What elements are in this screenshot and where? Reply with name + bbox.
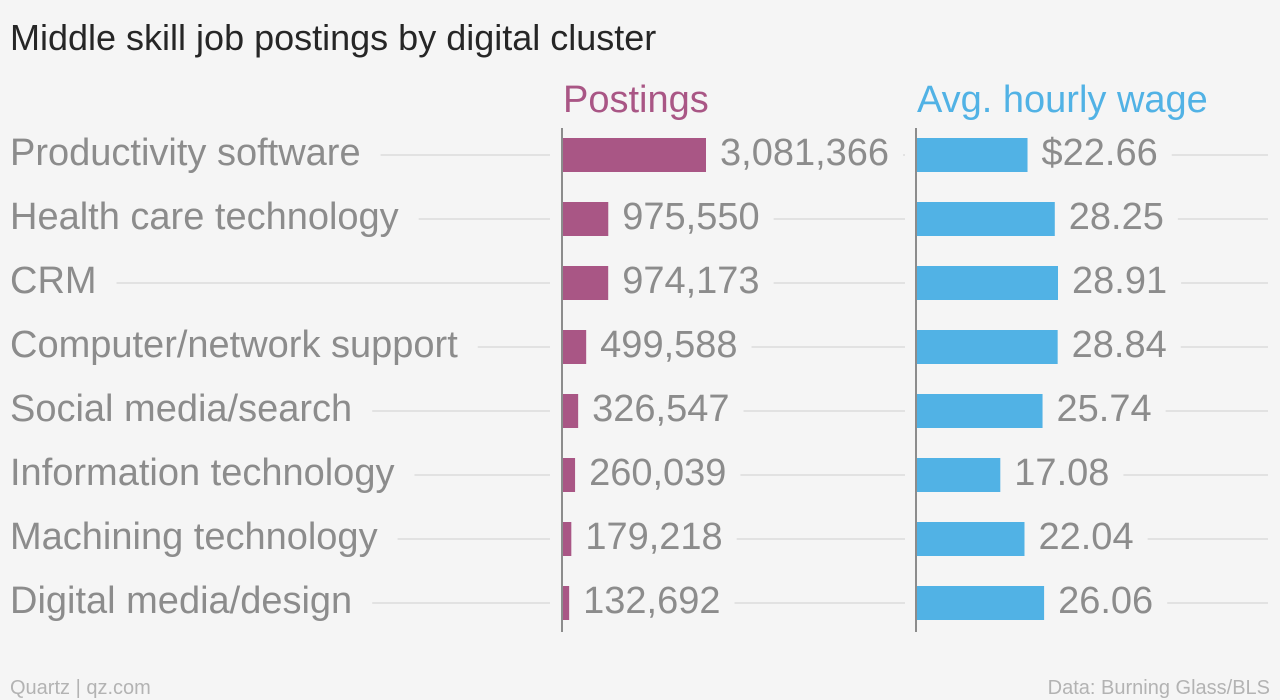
wage-value-label: 17.08 [1014,452,1109,494]
postings-value-label: 179,218 [585,516,722,558]
postings-value-label: 3,081,366 [720,132,889,174]
wage-bar [917,586,1045,620]
postings-column-title: Postings [563,79,709,121]
wage-bar [917,330,1058,364]
category-label: Computer/network support [10,324,458,366]
wage-value-label: 22.04 [1038,516,1133,558]
postings-bar [563,458,576,492]
wage-value-label: 28.25 [1069,196,1164,238]
bars-layer [563,138,1058,620]
wage-bar [917,394,1043,428]
postings-bar [563,586,570,620]
wage-value-label: 25.74 [1057,388,1152,430]
wage-bar [917,202,1055,236]
postings-bar [563,394,579,428]
postings-bar [563,266,609,300]
postings-value-label: 260,039 [589,452,726,494]
postings-bar [563,202,609,236]
postings-value-label: 132,692 [583,580,720,622]
postings-bar [563,522,572,556]
wage-bar [917,266,1058,300]
category-label: Information technology [10,452,394,494]
grid-layer [116,154,1268,604]
wage-value-label: 26.06 [1058,580,1153,622]
postings-value-label: 974,173 [622,260,759,302]
wage-value-label: $22.66 [1042,132,1158,174]
wage-value-label: 28.84 [1072,324,1167,366]
wage-bar [917,138,1028,172]
chart-title: Middle skill job postings by digital clu… [10,17,656,58]
category-label: Productivity software [10,132,361,174]
postings-bar [563,330,587,364]
wage-column-title: Avg. hourly wage [917,79,1208,121]
footer-credit: Quartz | qz.com [10,677,151,699]
postings-bar [563,138,706,172]
category-label: Health care technology [10,196,399,238]
wage-bar [917,522,1025,556]
category-label: CRM [10,260,97,302]
postings-value-label: 499,588 [600,324,737,366]
postings-value-label: 975,550 [622,196,759,238]
category-label: Social media/search [10,388,352,430]
wage-bar [917,458,1001,492]
category-label: Machining technology [10,516,378,558]
labels-layer: Productivity software Health care technol… [10,132,1167,622]
category-label: Digital media/design [10,580,352,622]
postings-value-label: 326,547 [592,388,729,430]
wage-value-label: 28.91 [1072,260,1167,302]
footer-source: Data: Burning Glass/BLS [1048,677,1270,699]
